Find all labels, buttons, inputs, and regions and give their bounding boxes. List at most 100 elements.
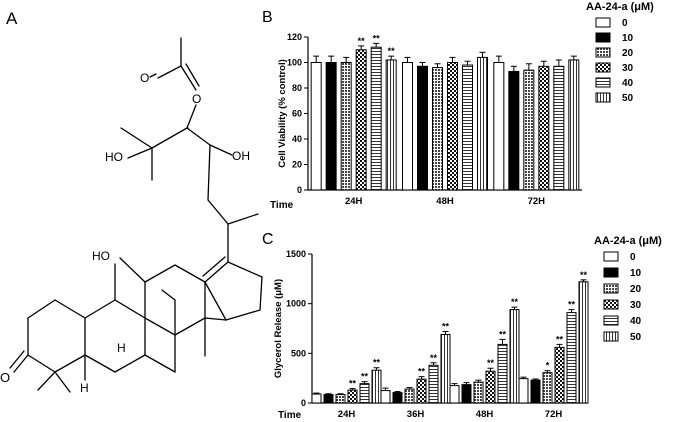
bar	[432, 67, 443, 191]
bar	[416, 378, 427, 404]
legend-title: AA-24-a (μM)	[586, 1, 654, 13]
legend-swatch	[595, 17, 611, 28]
y-tick-label: 60	[292, 109, 302, 119]
x-tick-label: 48H	[476, 409, 494, 420]
bar	[371, 369, 382, 404]
bar	[508, 70, 520, 191]
x-tick-label: 48H	[436, 196, 454, 207]
significance-marker: *	[546, 361, 550, 371]
bar	[462, 64, 473, 191]
legend-label: 0	[622, 18, 628, 29]
structure-panel: A	[0, 9, 263, 395]
bar	[340, 62, 352, 191]
x-axis-label: Time	[270, 200, 294, 211]
bar	[518, 378, 529, 404]
legend-label: 0	[630, 252, 636, 263]
significance-marker: **	[442, 321, 450, 331]
significance-marker: **	[580, 270, 588, 280]
panel-letter-b: B	[262, 9, 273, 26]
legend-label: 10	[630, 268, 642, 279]
bar	[449, 385, 460, 404]
bar	[554, 346, 565, 404]
legend-label: 40	[622, 78, 634, 89]
significance-marker: **	[373, 358, 381, 368]
bar	[461, 384, 472, 404]
bar	[310, 62, 322, 191]
bar	[380, 390, 391, 404]
x-tick-label: 72H	[545, 409, 563, 420]
significance-marker: **	[487, 358, 495, 368]
legend-label: 50	[622, 93, 634, 104]
y-tick-label: 1500	[286, 249, 306, 259]
y-tick-label: 40	[292, 134, 302, 144]
bar	[509, 309, 520, 404]
significance-marker: **	[568, 300, 576, 310]
bar	[417, 65, 428, 191]
bar	[477, 56, 488, 191]
significance-marker: **	[418, 367, 426, 377]
legend-swatch	[603, 331, 619, 342]
bar	[568, 59, 580, 191]
y-tick-label: 20	[292, 160, 302, 170]
bar	[523, 69, 535, 191]
y-axis-label: Glycerol Release (μM)	[273, 279, 284, 378]
panel-letter-c: C	[262, 231, 274, 248]
significance-marker: **	[430, 353, 438, 363]
legend-title: AA-24-a (μM)	[594, 235, 662, 247]
y-tick-label: 0	[301, 398, 306, 408]
atom-h-9: H	[117, 341, 126, 355]
molecule-bonds	[9, 37, 263, 393]
significance-marker: **	[499, 329, 507, 339]
panel-letter-a: A	[6, 9, 18, 28]
significance-marker: **	[388, 46, 396, 56]
bar	[355, 49, 367, 191]
bar	[493, 62, 505, 191]
bar	[325, 62, 337, 191]
legend-swatch	[595, 47, 611, 58]
bar	[497, 343, 508, 404]
atom-ho-tertiary: HO	[105, 150, 123, 164]
bar	[385, 59, 397, 191]
bar	[428, 364, 439, 404]
x-axis-label: Time	[278, 410, 302, 421]
atom-o-carbonyl: O	[140, 71, 149, 85]
legend-label: 20	[622, 48, 634, 59]
bar	[402, 62, 413, 191]
legend-swatch	[603, 315, 619, 326]
legend-swatch	[603, 251, 619, 262]
x-tick-label: 24H	[338, 409, 356, 420]
bar	[542, 372, 553, 404]
bar	[311, 393, 322, 404]
bar	[392, 392, 403, 404]
atom-h-5: H	[80, 381, 89, 395]
bar	[553, 65, 565, 191]
bar	[359, 383, 370, 404]
bar	[473, 381, 484, 404]
atom-oh-secondary: OH	[232, 149, 250, 163]
y-axis-label: Cell Viability (% control)	[277, 59, 288, 168]
legend-label: 20	[630, 284, 642, 295]
legend-swatch	[603, 283, 619, 294]
bar	[440, 333, 451, 404]
bar	[530, 379, 541, 404]
bar	[566, 312, 577, 404]
legend-label: 10	[622, 33, 634, 44]
y-tick-label: 1000	[286, 299, 306, 309]
y-tick-label: 100	[287, 58, 302, 68]
bar	[404, 388, 415, 404]
bar	[447, 62, 458, 191]
atom-o-ester: O	[192, 92, 201, 106]
significance-marker: **	[511, 297, 519, 307]
legend-swatch	[595, 32, 611, 43]
legend-label: 30	[630, 300, 642, 311]
atom-ho-ring: HO	[92, 249, 110, 263]
bar	[323, 394, 334, 404]
significance-marker: **	[358, 36, 366, 46]
y-tick-label: 80	[292, 83, 302, 93]
atom-o-ketone: O	[0, 370, 10, 385]
legend-label: 50	[630, 332, 642, 343]
x-tick-label: 24H	[345, 196, 363, 207]
